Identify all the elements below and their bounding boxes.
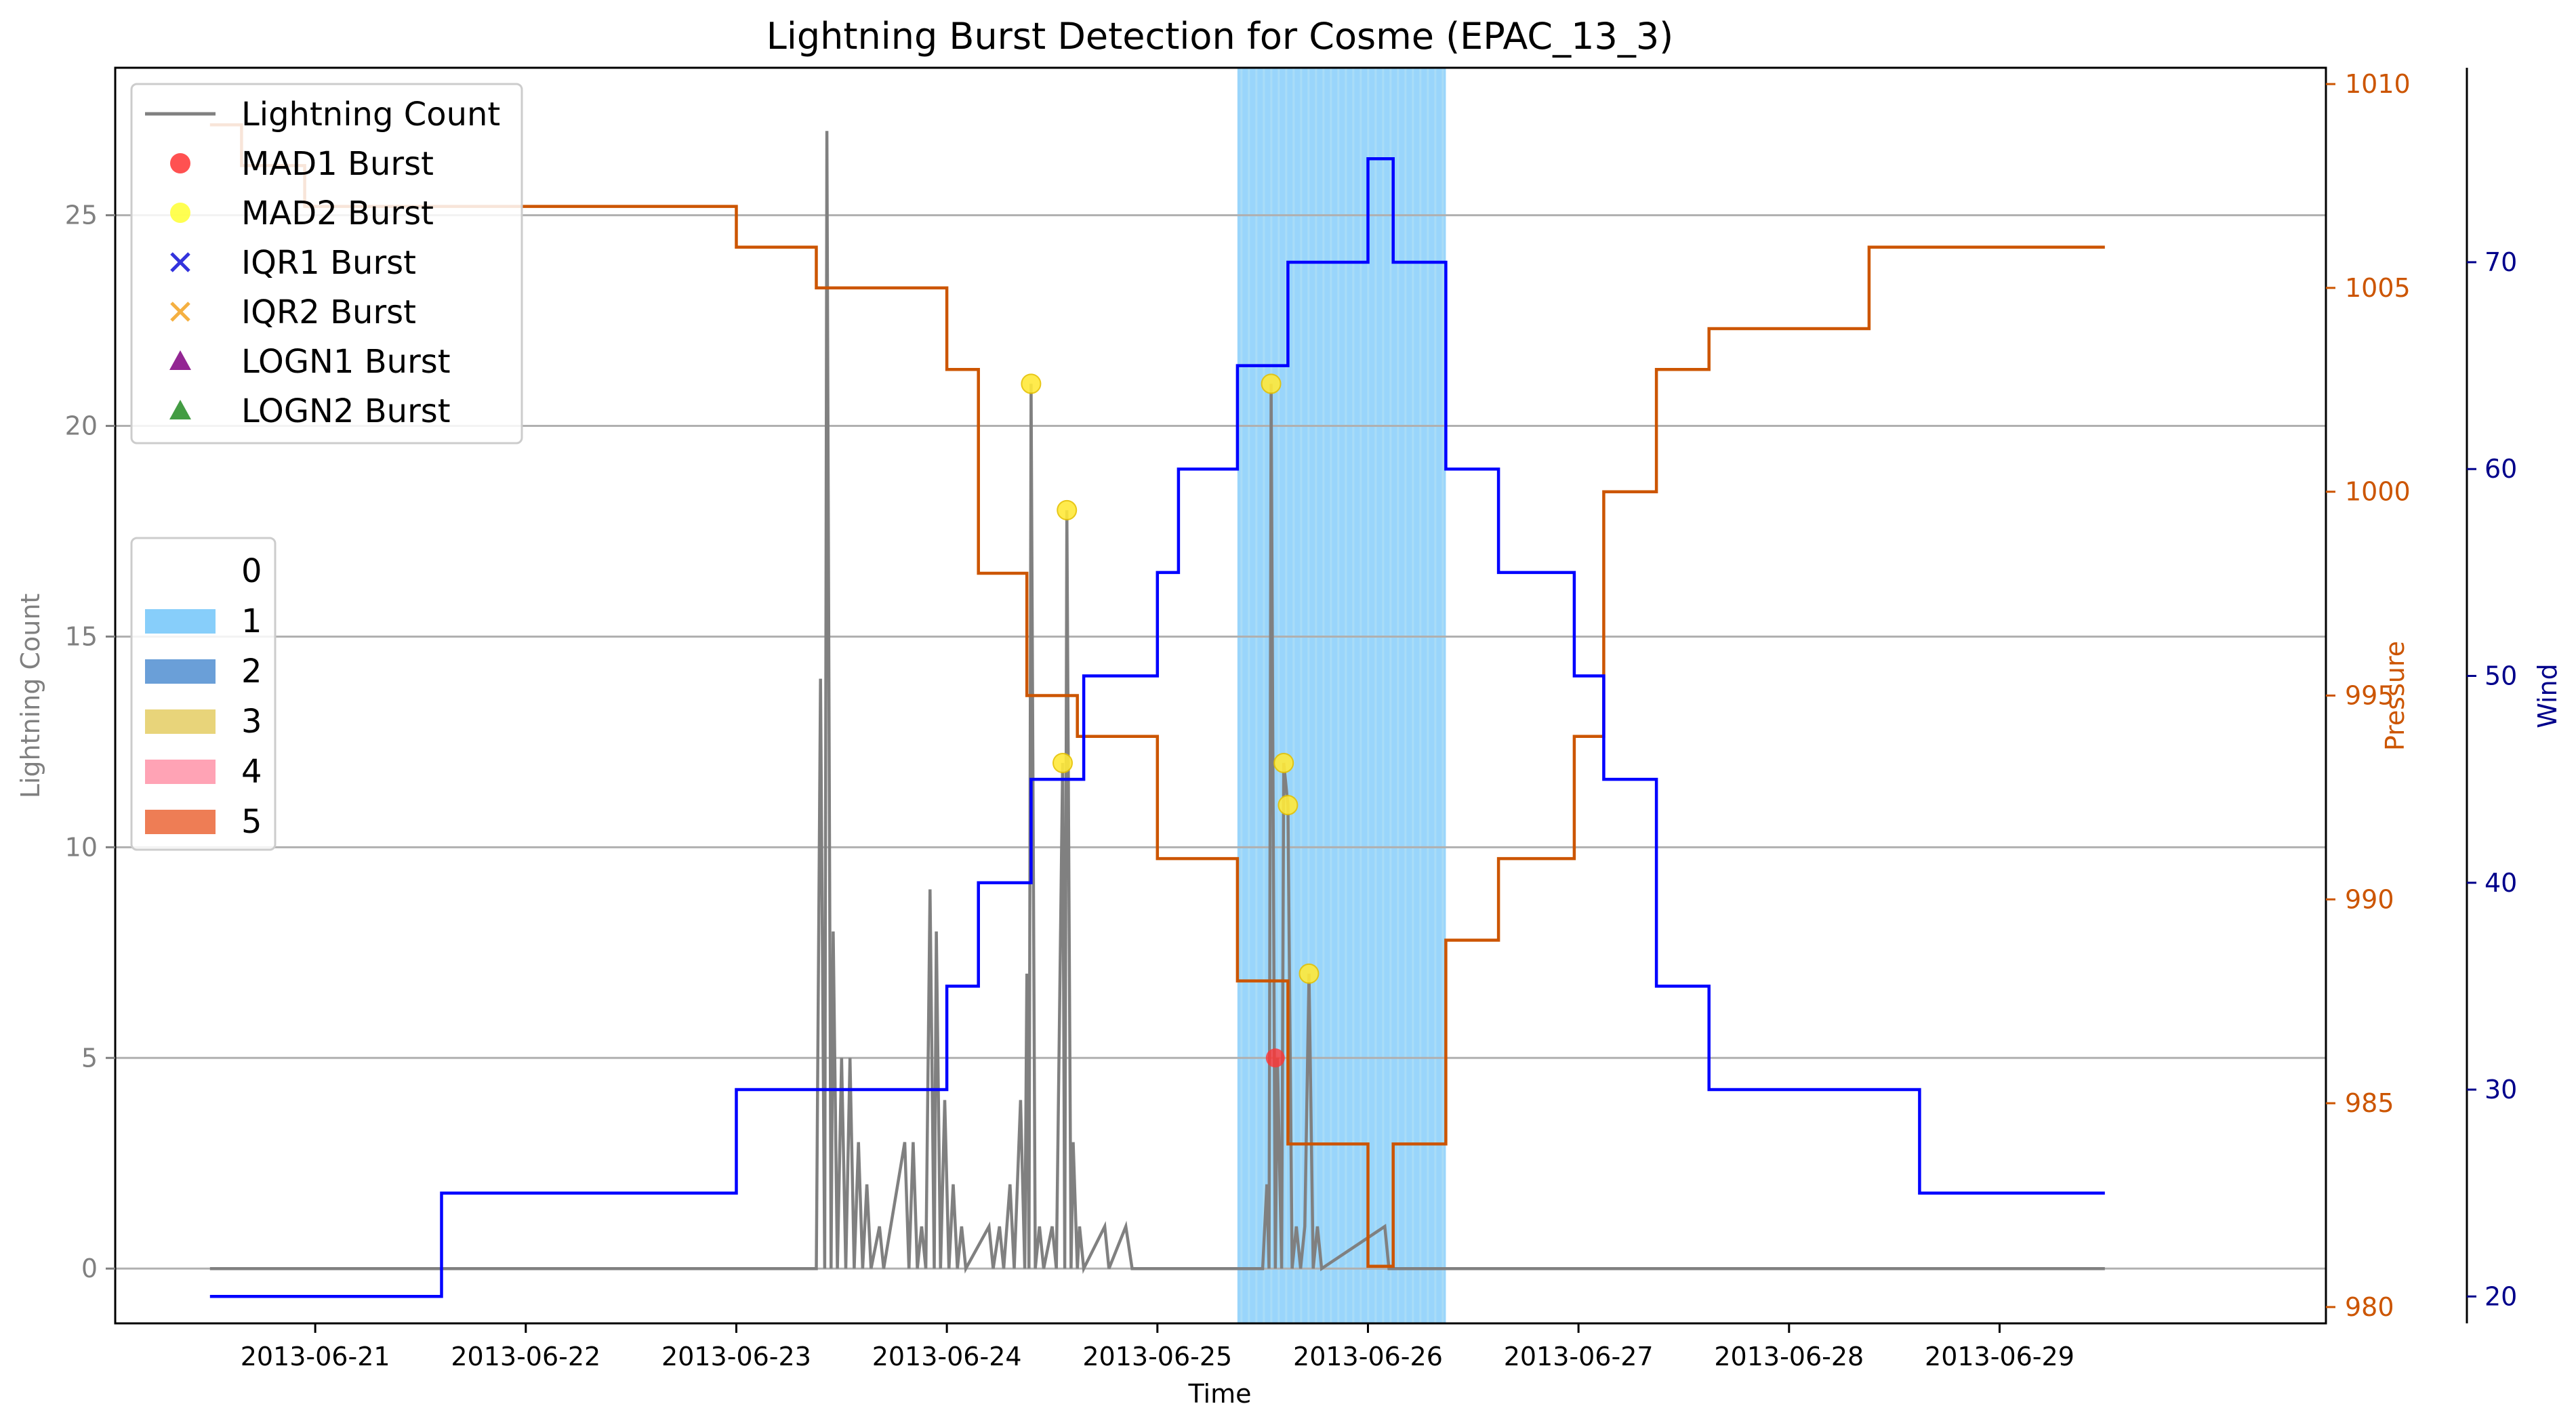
pressure-tick-label: 1005 [2345, 273, 2411, 303]
mad1-burst-point [1265, 1048, 1285, 1068]
pressure-axis-label: Pressure [2380, 641, 2410, 751]
legend-series-label: LOGN1 Burst [241, 343, 451, 381]
left-tick-label: 25 [65, 201, 98, 230]
legend-series-box [130, 83, 523, 445]
legend-series-label: MAD2 Burst [241, 194, 434, 232]
legend-swatch-circle [170, 203, 190, 223]
legend-series: Lightning Count MAD1 Burst MAD2 Burst IQR1 … [130, 83, 523, 445]
legend-categories: 0 1 2 3 4 5 [130, 537, 277, 851]
x-tick-label: 2013-06-29 [1925, 1342, 2074, 1371]
chart-title: Lightning Burst Detection for Cosme (EPA… [766, 15, 1674, 58]
left-tick-label: 0 [81, 1254, 98, 1283]
pressure-tick-label: 990 [2345, 884, 2394, 914]
x-axis-label: Time [1188, 1379, 1252, 1409]
legend-category-swatch [145, 810, 216, 834]
left-axis-label: Lightning Count [16, 594, 45, 799]
x-tick-label: 2013-06-27 [1504, 1342, 1654, 1371]
legend-swatch-x [170, 302, 190, 322]
mad2-burst-point [1277, 795, 1299, 816]
pressure-tick-label: 1010 [2345, 69, 2411, 99]
wind-tick-label: 40 [2485, 868, 2517, 898]
intensity-shade-band [1237, 68, 1446, 1323]
wind-tick-label: 30 [2485, 1075, 2517, 1104]
lightning-count-line [209, 131, 2105, 1275]
legend-series-label: Lightning Count [241, 96, 500, 133]
x-tick-label: 2013-06-21 [241, 1342, 390, 1371]
legend-series-label: MAD1 Burst [241, 145, 434, 183]
legend-swatch-triangle [169, 350, 191, 370]
pressure-tick-label: 1000 [2345, 477, 2411, 507]
legend-series-label: IQR1 Burst [241, 244, 416, 282]
legend-category-label: 4 [241, 753, 262, 791]
legend-category-label: 3 [241, 703, 262, 741]
x-tick-label: 2013-06-25 [1082, 1342, 1232, 1371]
pressure-tick-label: 980 [2345, 1292, 2394, 1322]
wind-tick-label: 70 [2485, 247, 2517, 277]
left-tick-label: 15 [65, 621, 98, 651]
legend-category-swatch [145, 659, 216, 684]
x-tick-label: 2013-06-28 [1714, 1342, 1864, 1371]
mad2-burst-point [1273, 752, 1294, 773]
mad2-burst-point [1052, 752, 1073, 773]
legend-category-label: 0 [241, 552, 262, 590]
left-tick-label: 10 [65, 832, 98, 862]
legend-series-label: IQR2 Burst [241, 293, 416, 331]
x-tick-label: 2013-06-26 [1293, 1342, 1443, 1371]
x-tick-label: 2013-06-24 [872, 1342, 1022, 1371]
mad2-burst-point [1021, 373, 1042, 394]
x-tick-label: 2013-06-22 [451, 1342, 600, 1371]
x-tick-label: 2013-06-23 [661, 1342, 811, 1371]
mad2-burst-point [1057, 499, 1078, 520]
pressure-tick-label: 985 [2345, 1088, 2394, 1118]
legend-category-label: 1 [241, 602, 262, 640]
mad2-burst-point [1261, 373, 1282, 394]
pressure-tick-label: 995 [2345, 681, 2394, 711]
legend-series-label: LOGN2 Burst [241, 392, 451, 430]
mad2-burst-point [1299, 963, 1320, 984]
legend-category-label: 2 [241, 653, 262, 690]
legend-swatch-triangle [169, 400, 191, 419]
legend-swatch-circle [170, 153, 190, 173]
legend-category-swatch [145, 609, 216, 634]
legend-category-label: 5 [241, 803, 262, 841]
wind-tick-label: 20 [2485, 1281, 2517, 1311]
wind-tick-label: 50 [2485, 661, 2517, 690]
left-tick-label: 20 [65, 411, 98, 441]
wind-tick-label: 60 [2485, 454, 2517, 484]
legend-category-swatch [145, 559, 216, 583]
legend-swatch-x [170, 252, 190, 272]
series-lines [209, 123, 2105, 1298]
legend-category-swatch [145, 709, 216, 734]
pressure-line [209, 123, 2105, 1268]
left-tick-label: 5 [81, 1043, 98, 1073]
wind-line [209, 157, 2105, 1298]
burst-markers [1021, 373, 1320, 1068]
wind-axis-label: Wind [2533, 663, 2562, 728]
axes: 2013-06-21 2013-06-22 2013-06-23 2013-06-24… [65, 66, 2517, 1371]
legend-category-swatch [145, 760, 216, 784]
